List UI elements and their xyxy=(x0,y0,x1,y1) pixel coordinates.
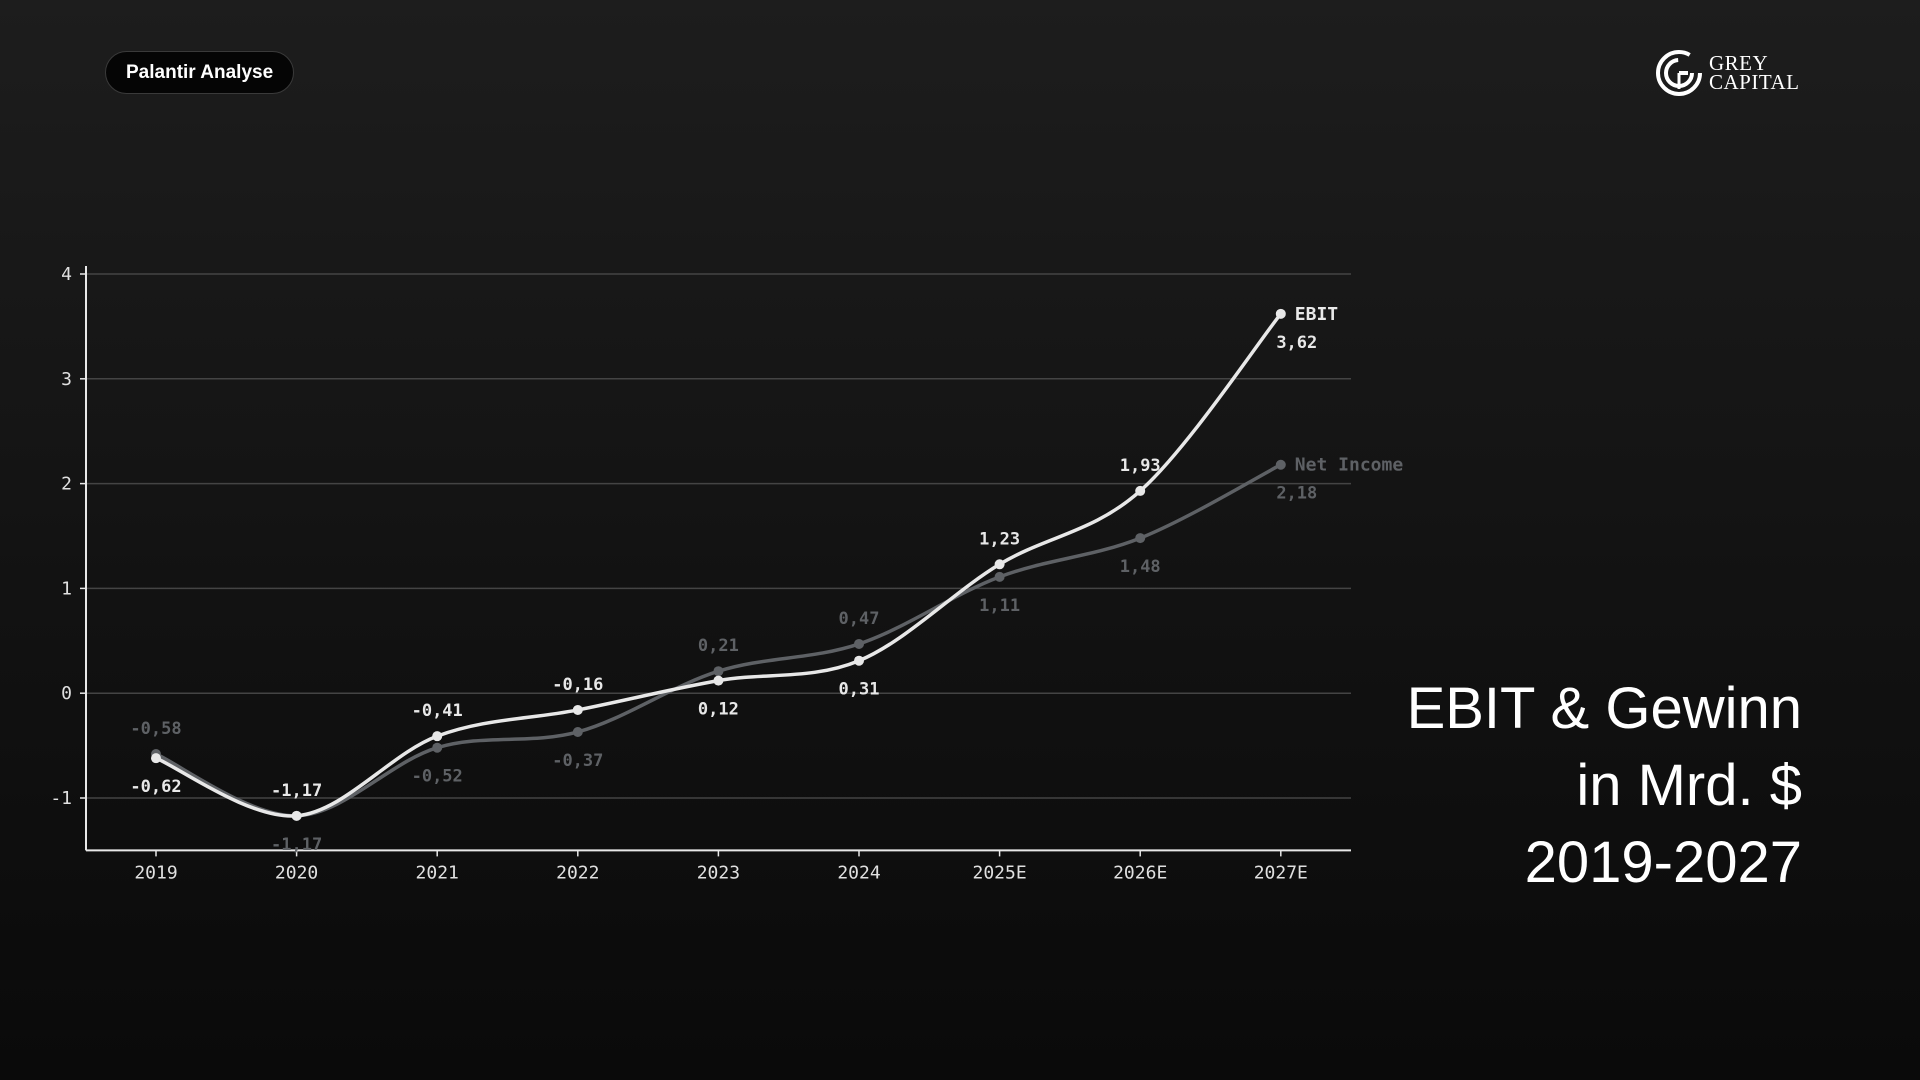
net-income-point xyxy=(432,742,443,753)
net-income-data-label: 2,18 xyxy=(1276,484,1317,504)
logo-icon xyxy=(1656,50,1702,96)
ebit-point xyxy=(432,731,443,742)
ebit-point xyxy=(151,753,161,764)
y-tick-label: 2 xyxy=(61,474,72,495)
title-line3: 2019-2027 xyxy=(1524,830,1802,895)
x-tick-label: 2024 xyxy=(837,862,880,883)
ebit-data-label: -0,62 xyxy=(130,777,181,797)
net-income-data-label: -1,17 xyxy=(271,835,322,855)
ebit-data-label: -0,41 xyxy=(412,701,463,721)
badge-label: Palantir Analyse xyxy=(126,61,274,83)
ebit-point xyxy=(1135,485,1146,496)
ebit-data-label: 0,12 xyxy=(698,700,739,720)
net-income-data-label: -0,52 xyxy=(412,767,463,787)
net-income-data-label: 0,47 xyxy=(839,609,880,629)
ebit-point xyxy=(994,559,1005,570)
net-income-point xyxy=(854,638,864,649)
ebit-point xyxy=(1275,308,1286,319)
ebit-point xyxy=(854,655,864,666)
y-tick-label: 4 xyxy=(61,264,72,285)
net-income-point xyxy=(994,571,1005,582)
net-income-data-label: 1,11 xyxy=(979,596,1020,616)
logo-line1: GREY xyxy=(1709,51,1769,75)
net-income-point xyxy=(1135,533,1146,544)
net-income-data-label: -0,58 xyxy=(130,719,181,739)
x-tick-label: 2020 xyxy=(275,862,318,883)
ebit-data-label: -1,17 xyxy=(271,781,322,801)
ebit-point xyxy=(291,810,302,821)
ebit-data-label: 1,23 xyxy=(979,529,1020,549)
x-tick-label: 2025E xyxy=(973,862,1027,883)
y-tick-label: -1 xyxy=(50,788,72,809)
x-tick-label: 2026E xyxy=(1113,862,1167,883)
net-income-point xyxy=(1275,459,1286,470)
net-income-point xyxy=(713,666,724,677)
title-line1: EBIT & Gewinn xyxy=(1406,676,1802,741)
ebit-data-label: 1,93 xyxy=(1120,456,1161,476)
net-income-data-label: -0,37 xyxy=(552,751,603,771)
ebit-line xyxy=(155,312,1283,818)
ebit-point xyxy=(713,675,724,686)
x-tick-label: 2019 xyxy=(134,862,177,883)
y-tick-label: 0 xyxy=(61,683,72,704)
ebit-data-label: -0,16 xyxy=(552,675,603,695)
ebit-legend-label: EBIT xyxy=(1295,304,1339,325)
ebit-data-label: 3,62 xyxy=(1276,333,1317,353)
grey-capital-logo: GREY CAPITAL xyxy=(1655,49,1799,97)
logo-line2: CAPITAL xyxy=(1709,70,1800,94)
x-tick-label: 2021 xyxy=(416,862,459,883)
x-tick-label: 2022 xyxy=(556,862,599,883)
x-tick-label: 2023 xyxy=(697,862,740,883)
net-income-data-label: 1,48 xyxy=(1120,557,1161,577)
x-tick-label: 2027E xyxy=(1254,862,1308,883)
title-line2: in Mrd. $ xyxy=(1576,753,1802,818)
net-income-legend-label: Net Income xyxy=(1295,455,1404,476)
y-tick-label: 3 xyxy=(61,369,72,390)
ebit-point xyxy=(572,704,583,715)
y-tick-label: 1 xyxy=(61,578,72,599)
net-income-data-label: 0,21 xyxy=(698,636,739,656)
analysis-badge: Palantir Analyse xyxy=(105,51,295,94)
ebit-data-label: 0,31 xyxy=(839,680,880,700)
net-income-point xyxy=(572,726,583,737)
chart-title: EBIT & Gewinn in Mrd. $ 2019-2027 xyxy=(1407,670,1802,901)
